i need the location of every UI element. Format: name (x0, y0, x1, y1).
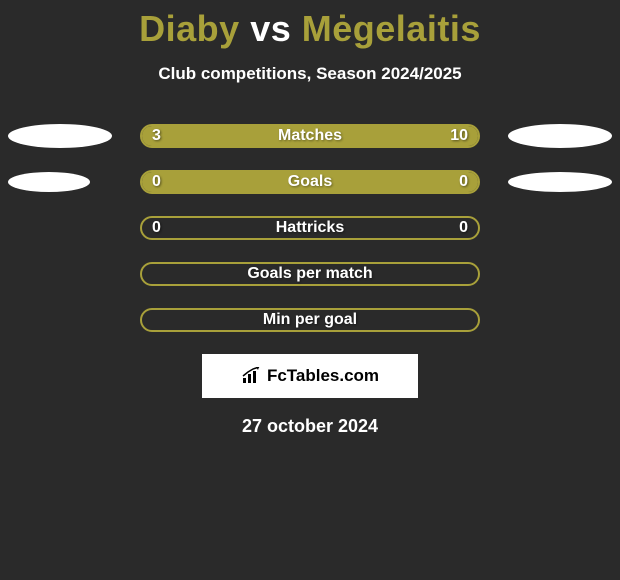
subtitle: Club competitions, Season 2024/2025 (0, 64, 620, 84)
stat-label: Min per goal (263, 311, 357, 329)
stat-value-left: 0 (152, 173, 161, 191)
stat-bar: Goals 0 0 (140, 170, 480, 194)
stat-label: Goals (288, 173, 332, 191)
stat-bar: Goals per match (140, 262, 480, 286)
stat-value-right: 10 (450, 127, 468, 145)
stat-row: Goals per match (0, 262, 620, 286)
ellipse-left (8, 172, 90, 192)
vs-label: vs (250, 8, 291, 49)
title: Diaby vs Mėgelaitis (0, 8, 620, 50)
stat-row: Hattricks 0 0 (0, 216, 620, 240)
comparison-infographic: Diaby vs Mėgelaitis Club competitions, S… (0, 0, 620, 437)
ellipse-right (508, 172, 612, 192)
player2-name: Mėgelaitis (302, 8, 481, 49)
player1-name: Diaby (139, 8, 240, 49)
stat-value-left: 3 (152, 127, 161, 145)
stat-bar: Min per goal (140, 308, 480, 332)
stat-label: Matches (278, 127, 342, 145)
logo: FcTables.com (241, 366, 379, 386)
stat-row: Matches 3 10 (0, 124, 620, 148)
chart-icon (241, 367, 263, 385)
stat-bar: Hattricks 0 0 (140, 216, 480, 240)
logo-box: FcTables.com (202, 354, 418, 398)
stat-value-left: 0 (152, 219, 161, 237)
stat-bar: Matches 3 10 (140, 124, 480, 148)
stat-value-right: 0 (459, 173, 468, 191)
stat-label: Hattricks (276, 219, 344, 237)
bar-fill-right (219, 126, 478, 146)
ellipse-left (8, 124, 112, 148)
stat-rows: Matches 3 10 Goals 0 0 Hattricks 0 0 Goals per ma… (0, 124, 620, 332)
bar-fill-right (310, 172, 478, 192)
logo-text: FcTables.com (267, 366, 379, 386)
stat-label: Goals per match (247, 265, 372, 283)
date-label: 27 october 2024 (0, 416, 620, 437)
stat-row: Min per goal (0, 308, 620, 332)
ellipse-right (508, 124, 612, 148)
stat-row: Goals 0 0 (0, 170, 620, 194)
stat-value-right: 0 (459, 219, 468, 237)
bar-fill-left (142, 172, 310, 192)
